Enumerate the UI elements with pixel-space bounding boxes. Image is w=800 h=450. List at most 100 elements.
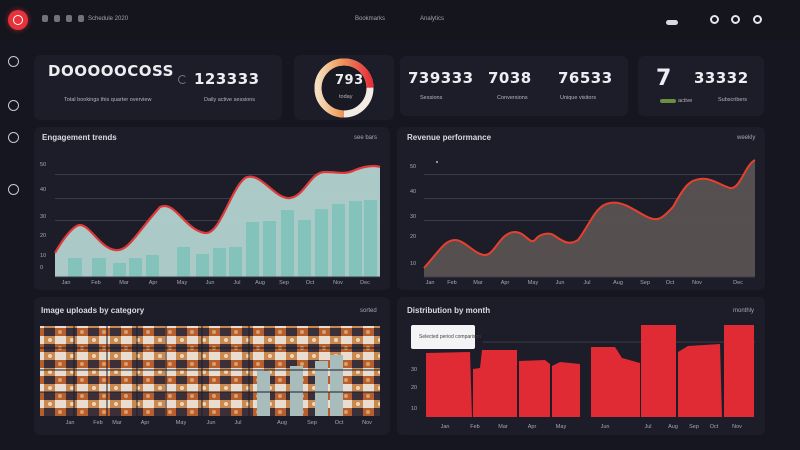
kpi-sessions-label: Sessions [420,95,443,101]
gauge-ring [314,58,374,118]
help-icon[interactable] [78,15,84,22]
kpi-secondary-value: 123333 [194,70,260,88]
x-tick: Aug [668,424,678,430]
x-tick: Jan [65,420,75,426]
x-tick: Mar [119,280,129,286]
notification-icon[interactable] [42,15,48,22]
x-tick: Aug [277,420,287,426]
chat-icon[interactable] [54,15,60,22]
clock-icon[interactable] [8,100,19,111]
x-tick: Dec [733,280,743,286]
distribution-chart-title: Distribution by month [407,306,491,315]
x-tick: Oct [709,424,719,430]
y-tick: 50 [40,162,47,168]
dashboard-icon[interactable] [8,56,19,67]
kpi-visitors-label: Unique visitors [560,95,597,101]
x-tick: Jul [583,280,591,286]
x-tick: Oct [334,420,344,426]
x-tick: Jan [425,280,435,286]
kpi-card-gauge: 793 today [294,55,394,120]
kpi-count-value: 7 [656,66,672,91]
y-tick: 50 [410,164,417,170]
x-tick: Jan [61,280,71,286]
gridline [55,220,380,221]
x-tick: Apr [140,420,150,426]
status-badge [660,99,676,103]
x-tick: Sep [307,420,317,426]
kpi-headline-label: Total bookings this quarter overview [64,97,152,103]
kpi-visitors-value: 76533 [558,69,613,87]
kpi-conversions-label: Conversions [497,95,528,101]
kpi-subscribers-label: Subscribers [718,97,748,103]
logo-icon[interactable] [8,10,28,30]
x-tick: Mar [498,424,508,430]
y-tick: 40 [410,189,417,195]
kpi-subscribers-value: 33332 [694,69,749,87]
gridline [424,174,754,175]
x-tick: Sep [279,280,289,286]
x-tick: Aug [613,280,623,286]
x-tick: Jun [555,280,565,286]
legend-label: Selected period comparison [419,334,481,340]
camera-icon[interactable] [8,184,19,195]
x-tick: Jun [206,420,216,426]
y-tick: 20 [40,233,47,239]
uploads-chart-action[interactable]: sorted [360,308,377,314]
y-tick: 10 [411,406,418,412]
kpi-card-group-b: 7 active 33332 Subscribers [638,56,764,116]
distribution-chart-action[interactable]: monthly [733,308,755,314]
x-tick: Nov [692,280,702,286]
nav-link-bookmarks[interactable]: Bookmarks [355,16,386,22]
gauge-value: 793 [335,73,364,88]
settings-icon[interactable] [710,15,719,24]
kpi-card-group-a: 739333 Sessions 7038 Conversions 76533 U… [400,56,628,116]
x-tick: Nov [333,280,343,286]
x-tick: May [176,280,188,286]
revenue-chart-action[interactable]: weekly [737,135,756,141]
gridline [424,220,754,221]
x-tick: Feb [93,420,103,426]
x-tick: Apr [527,424,537,430]
toolbar-icons [42,15,84,22]
y-tick: 30 [410,214,417,220]
nav-link-analytics[interactable]: Analytics [420,16,445,22]
x-tick: Jun [205,280,215,286]
y-tick: 0 [40,265,44,271]
x-tick: May [175,420,187,426]
engagement-chart-title: Engagement trends [42,133,117,142]
kpi-headline-value: DOOOOOCOSS [48,62,174,80]
bookmark-icon[interactable] [66,15,72,22]
x-tick: Feb [470,424,480,430]
x-tick: May [527,280,539,286]
y-tick: 20 [410,234,417,240]
x-tick: Jul [234,420,242,426]
y-tick: 10 [40,253,47,259]
x-tick: Jan [440,424,450,430]
alert-icon[interactable] [731,15,740,24]
y-tick: 20 [411,385,418,391]
engagement-chart-action[interactable]: see bars [354,135,378,141]
y-tick: 30 [40,214,47,220]
x-tick: May [555,424,567,430]
chart-legend: Selected period comparison [411,325,481,349]
y-tick: 10 [410,261,417,267]
x-tick: Mar [473,280,483,286]
kpi-conversions-value: 7038 [488,69,532,87]
sidebar [0,40,30,450]
x-tick: Jun [600,424,610,430]
circle-icon[interactable] [8,132,19,143]
revenue-chart-title: Revenue performance [407,133,492,142]
x-tick: Nov [732,424,742,430]
x-tick: Apr [148,280,158,286]
x-tick: Feb [91,280,101,286]
gridline [55,198,380,199]
gauge-label: today [339,94,353,100]
profile-icon[interactable] [753,15,762,24]
user-chip[interactable] [666,20,678,25]
breadcrumb[interactable]: Schedule 2020 [88,16,129,22]
uploads-chart-title: Image uploads by category [41,306,145,315]
